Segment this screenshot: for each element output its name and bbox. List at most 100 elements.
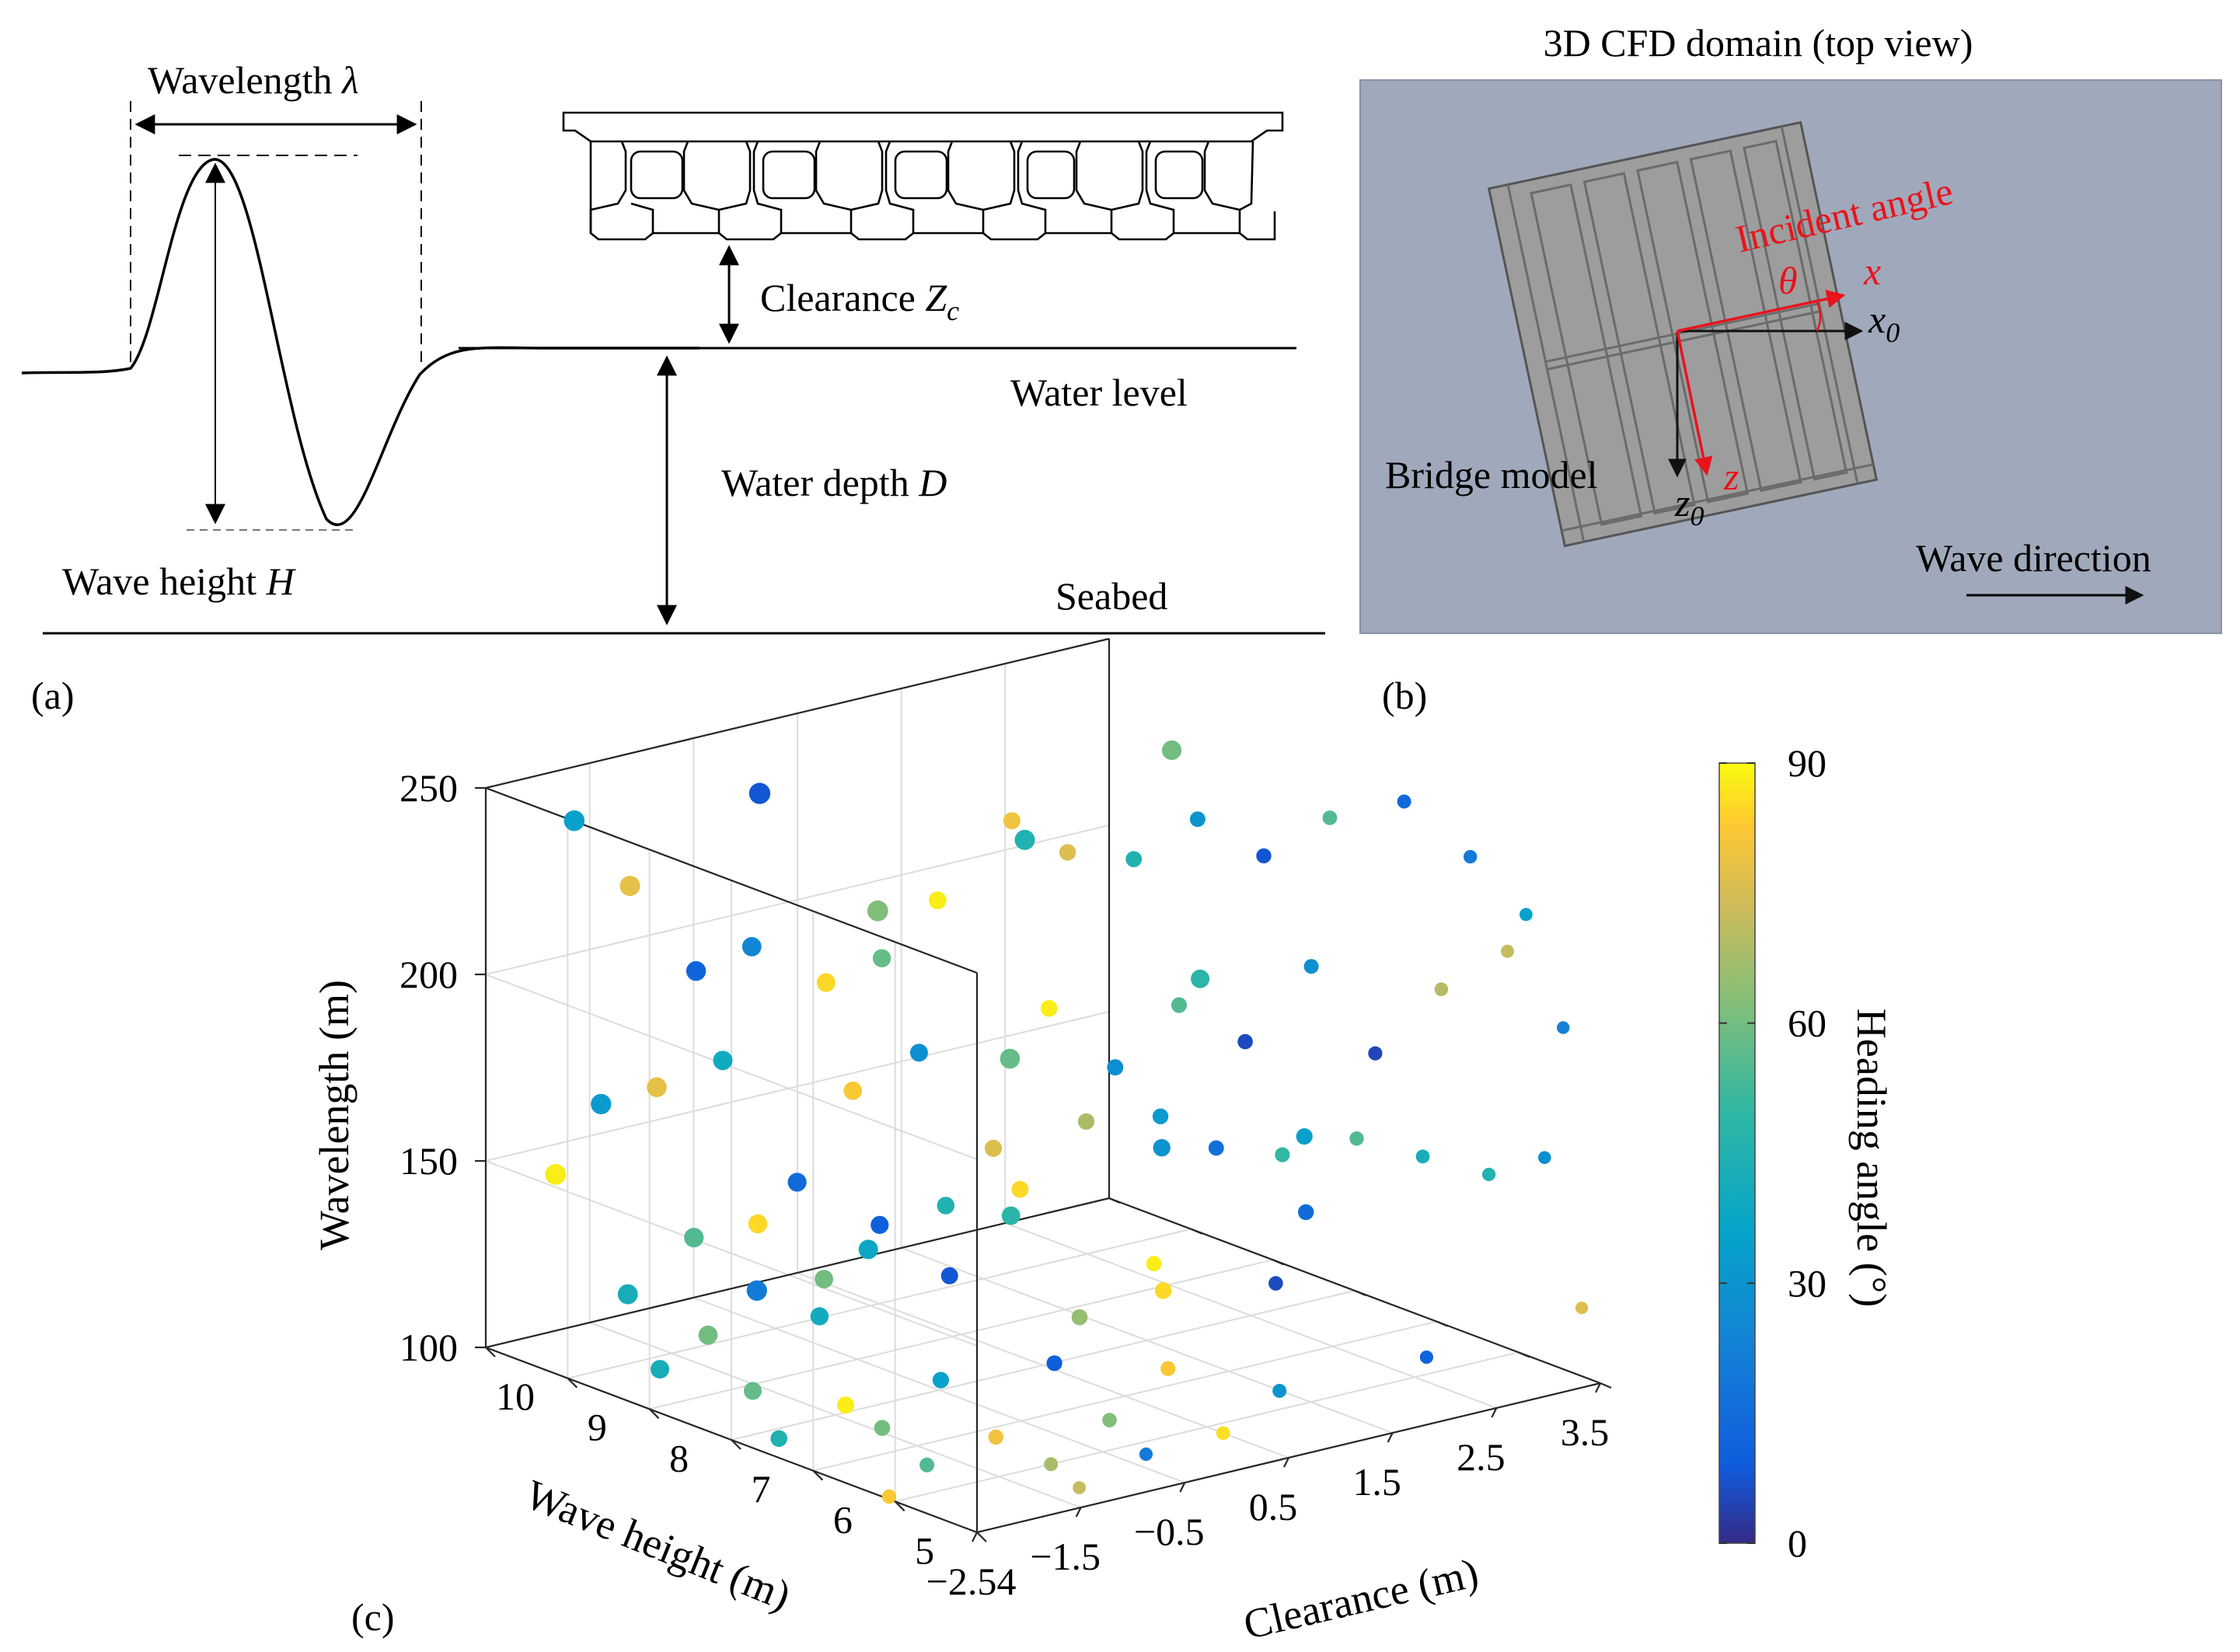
data-point bbox=[984, 1139, 1003, 1157]
data-point bbox=[748, 1214, 768, 1234]
theta-label: θ bbox=[1778, 259, 1798, 302]
data-point bbox=[810, 1307, 829, 1326]
data-point bbox=[815, 1270, 833, 1288]
wavelength-label: Wavelength λ bbox=[148, 58, 359, 102]
data-point bbox=[1349, 1131, 1364, 1146]
colorbar bbox=[1718, 762, 1756, 1544]
colorbar-ticks: 0 30 60 90 bbox=[1719, 741, 1827, 1565]
data-point bbox=[881, 1489, 897, 1504]
y-tick-label: 10 bbox=[496, 1375, 535, 1418]
x-axis-arrow bbox=[1677, 289, 1846, 333]
grid-line bbox=[485, 974, 978, 1160]
data-point bbox=[591, 1093, 612, 1114]
data-point bbox=[563, 810, 585, 831]
wave-profile bbox=[21, 158, 700, 526]
data-point bbox=[1146, 1256, 1162, 1272]
data-point bbox=[770, 1430, 787, 1448]
clearance-label: Clearance Zc bbox=[760, 276, 959, 326]
grid-line bbox=[813, 1320, 1437, 1472]
y-tick-mark bbox=[1600, 1382, 1612, 1389]
data-point bbox=[1059, 844, 1076, 861]
data-point bbox=[1501, 944, 1514, 958]
data-point bbox=[919, 1457, 935, 1473]
z-tick-label: 150 bbox=[400, 1139, 458, 1183]
y-tick-mark bbox=[1436, 1320, 1448, 1327]
data-point bbox=[787, 1173, 807, 1192]
y-tick-label: 5 bbox=[915, 1528, 934, 1572]
x-tick-label: 0.5 bbox=[1249, 1485, 1298, 1528]
x0-label: x0 bbox=[1868, 298, 1900, 348]
y-tick-mark bbox=[1354, 1289, 1366, 1297]
data-point bbox=[940, 1267, 958, 1284]
data-point bbox=[1557, 1021, 1570, 1034]
z-label: z bbox=[1723, 455, 1739, 498]
data-point bbox=[1014, 829, 1035, 850]
y-tick-mark bbox=[1108, 1197, 1121, 1204]
grid-line bbox=[567, 1228, 1192, 1379]
data-point bbox=[988, 1429, 1004, 1445]
y-tick-mark bbox=[812, 1469, 824, 1481]
grid-line bbox=[485, 1160, 978, 1347]
panel-a-tag: (a) bbox=[31, 674, 75, 717]
data-point bbox=[1575, 1302, 1589, 1315]
data-point bbox=[713, 1051, 733, 1071]
data-point bbox=[1073, 1481, 1086, 1494]
data-point bbox=[741, 936, 762, 957]
data-point bbox=[1296, 1127, 1313, 1145]
data-point bbox=[1011, 1180, 1029, 1198]
data-point bbox=[698, 1325, 718, 1345]
seabed-label: Seabed bbox=[1055, 574, 1167, 618]
axis-box-edge bbox=[485, 637, 1110, 789]
data-point bbox=[932, 1371, 949, 1389]
data-point bbox=[1077, 1113, 1095, 1130]
wave-direction-label: Wave direction bbox=[1916, 536, 2151, 580]
z-axis-label: Wavelength (m) bbox=[311, 980, 358, 1250]
bridge-deck-section bbox=[562, 111, 1284, 241]
data-point bbox=[1434, 982, 1449, 996]
data-point bbox=[1237, 1033, 1253, 1050]
data-point bbox=[1003, 812, 1021, 830]
grid-line bbox=[649, 1259, 1273, 1410]
data-point bbox=[1040, 999, 1058, 1017]
data-point bbox=[744, 1382, 762, 1400]
data-point bbox=[1322, 810, 1338, 825]
colorbar-label: Heading angle (°) bbox=[1848, 1009, 1895, 1307]
data-point bbox=[816, 973, 836, 992]
data-point bbox=[937, 1197, 955, 1215]
y-tick-mark bbox=[976, 1532, 987, 1542]
data-point bbox=[1154, 1282, 1172, 1299]
grid-line bbox=[485, 824, 1110, 975]
x-tick-mark bbox=[1179, 1482, 1186, 1493]
x-tick-label: −1.5 bbox=[1030, 1535, 1101, 1578]
y-tick-mark bbox=[648, 1408, 660, 1420]
x-tick-label: −2.5 bbox=[926, 1560, 997, 1603]
data-point bbox=[1538, 1151, 1551, 1164]
data-point bbox=[1044, 1457, 1059, 1472]
x-tick-mark bbox=[972, 1532, 978, 1542]
x-tick-mark bbox=[1595, 1382, 1601, 1393]
data-point bbox=[1107, 1059, 1124, 1076]
x-tick-label: 3.5 bbox=[1561, 1410, 1610, 1454]
data-point bbox=[1520, 908, 1533, 922]
data-point bbox=[619, 876, 640, 897]
colorbar-tick-label: 90 bbox=[1788, 741, 1827, 785]
data-point bbox=[1464, 849, 1478, 864]
panel-b-tag: (b) bbox=[1382, 674, 1427, 717]
y-tick-label: 7 bbox=[752, 1467, 771, 1511]
y-tick-mark bbox=[894, 1500, 905, 1512]
x-tick-mark bbox=[1491, 1407, 1498, 1418]
data-point bbox=[1268, 1276, 1283, 1291]
z-tick-label: 200 bbox=[400, 953, 458, 996]
girder-1 bbox=[589, 141, 654, 241]
z0-label: z0 bbox=[1674, 481, 1704, 531]
data-point bbox=[1102, 1413, 1117, 1427]
colorbar-tick-label: 60 bbox=[1788, 1002, 1827, 1045]
data-point bbox=[1071, 1309, 1088, 1326]
data-point bbox=[837, 1396, 854, 1414]
data-point bbox=[1482, 1167, 1496, 1181]
data-point bbox=[1001, 1206, 1021, 1225]
panel-c-tag: (c) bbox=[351, 1595, 395, 1639]
data-point bbox=[651, 1360, 669, 1379]
data-point bbox=[1171, 997, 1188, 1013]
